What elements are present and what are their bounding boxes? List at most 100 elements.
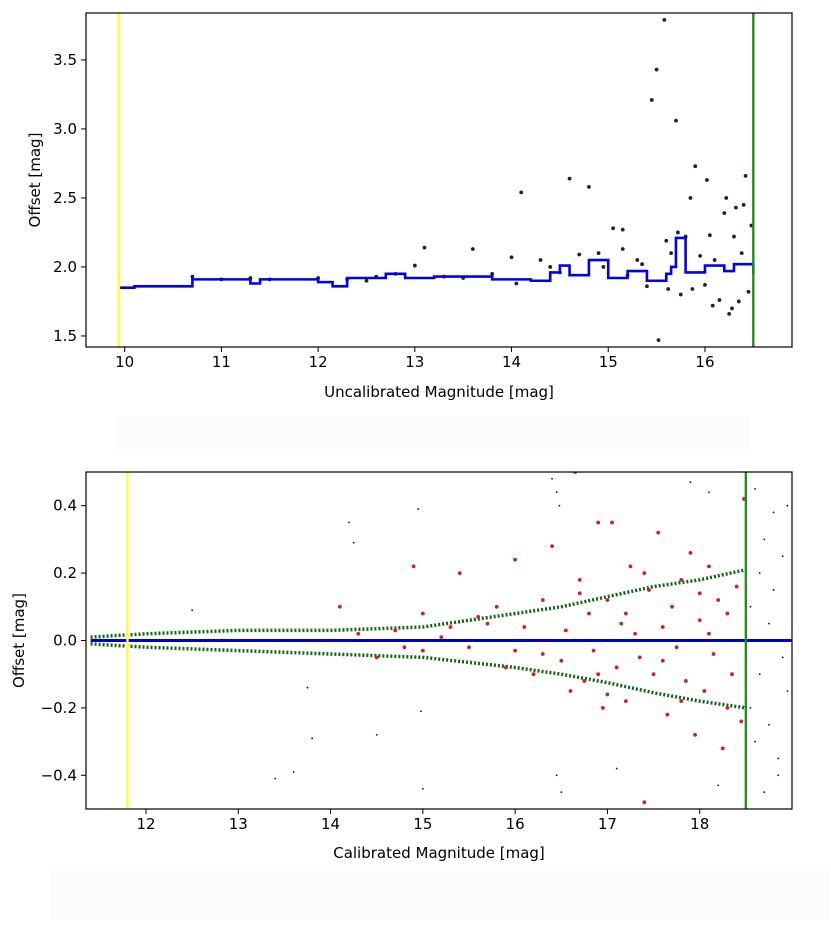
outliers-point [421, 787, 424, 790]
stars-point [640, 262, 644, 267]
calibrated-stars-point [697, 618, 702, 623]
calibrated-stars-point [628, 564, 633, 569]
outliers-point [768, 723, 770, 726]
stars-point [690, 287, 695, 291]
stars-point [620, 247, 625, 251]
y-tick-label: −0.2 [41, 699, 77, 717]
outliers-point [781, 555, 784, 558]
outliers-point [191, 609, 194, 612]
calibrated-stars-point [614, 665, 619, 670]
calibrated-stars-point [448, 625, 453, 629]
calibrated-stars-point [550, 544, 554, 549]
y-axis-label: Offset [mag] [26, 133, 44, 228]
calibrated-stars-point [605, 692, 610, 697]
calibrated-stars-point [439, 635, 444, 640]
y-tick-label: −0.4 [41, 766, 77, 784]
calibrated-stars-point [679, 577, 684, 582]
calibrated-stars-point [337, 604, 342, 609]
calibrated-stars-point [504, 665, 508, 670]
calibrated-stars-point [467, 645, 471, 650]
y-tick-label: 0.2 [53, 564, 77, 582]
plot-frame [85, 12, 793, 348]
stars-point [190, 274, 195, 279]
stars-point [743, 173, 748, 178]
calibrated-stars-point [356, 631, 361, 636]
calibrated-stars-point [642, 800, 647, 805]
stars-point [596, 251, 601, 256]
stars-point [611, 226, 615, 231]
calibrated-stars-point [559, 658, 564, 663]
blank-band-top [117, 416, 750, 450]
stars-point [736, 299, 741, 304]
stars-point [620, 227, 625, 232]
calibrated-stars-point [725, 706, 730, 710]
stars-point [587, 185, 591, 189]
outliers-point [772, 511, 775, 514]
outliers-point [749, 605, 752, 608]
stars-point [514, 281, 519, 286]
calibrated-stars-point [623, 611, 628, 616]
y-tick-label: 2.0 [53, 258, 77, 276]
outliers-point [777, 757, 780, 760]
calibrated-stars-point [513, 557, 518, 562]
outliers-point [420, 710, 422, 713]
outliers-point [754, 740, 756, 743]
calibrated-stars-point [540, 652, 545, 656]
upper-envelope-line [90, 568, 747, 639]
outliers-point [708, 491, 710, 494]
blank-band-bottom [50, 866, 830, 920]
outliers-point [375, 733, 378, 736]
calibrated-stars-point [656, 530, 661, 535]
calibrated-stars-point [393, 628, 398, 633]
calibrated-stars-point [670, 604, 674, 609]
stars-point [674, 118, 678, 123]
calibrated-stars-point [734, 584, 739, 589]
y-axis-label: Offset [mag] [10, 593, 28, 688]
stars-point [635, 258, 640, 262]
stars-point [746, 289, 751, 294]
y-tick-label: 3.5 [53, 51, 77, 69]
outliers-point [763, 791, 766, 794]
calibrated-stars-point [702, 689, 707, 693]
stars-point [538, 258, 543, 262]
stars-point [412, 263, 417, 268]
calibrated-stars-point [651, 672, 656, 677]
y-tick-label: 1.5 [53, 327, 77, 345]
outliers-point [560, 791, 563, 794]
calibrated-stars-point [591, 648, 596, 653]
outliers-point [551, 477, 553, 480]
stars-point [548, 265, 553, 269]
outliers-point [786, 504, 789, 507]
outliers-point [749, 707, 752, 709]
outliers-point [768, 622, 770, 625]
outliers-point [306, 686, 309, 689]
calibrated-stars-point [577, 591, 582, 596]
plot-area [117, 13, 755, 347]
calibrated-stars-point [531, 672, 536, 677]
calibrated-stars-point [587, 611, 591, 616]
outliers-point [777, 774, 780, 777]
y-tick-label: 0.4 [53, 497, 77, 515]
calibrated-stars-point [688, 550, 693, 555]
stars-point [688, 196, 693, 200]
x-tick-label: 14 [321, 815, 340, 833]
calibrated-stars-point [596, 672, 601, 677]
stars-point [678, 292, 683, 297]
plot-area [90, 472, 792, 809]
stars-point [722, 211, 727, 216]
calibrated-stars-point [665, 712, 670, 717]
outliers-point [555, 774, 558, 777]
calibrated-stars-point [707, 631, 711, 636]
x-tick-label: 11 [212, 353, 231, 371]
calibrated-stars-point [485, 621, 490, 626]
calibrated-stars-point [494, 604, 499, 609]
stars-point [675, 230, 680, 235]
x-tick-label: 15 [413, 815, 432, 833]
stars-point [727, 311, 732, 316]
outliers-point [754, 487, 756, 490]
calibrated-stars-point [711, 652, 716, 656]
x-axis-label: Calibrated Magnitude [mag] [333, 844, 545, 862]
calibrated-stars-point [522, 625, 527, 629]
bottom-chart: 12 13 14 15 16 17 18 −0.4 −0.2 0.0 0.2 0.4 Calibrate… [10, 471, 793, 862]
calibrated-stars-point [563, 628, 568, 633]
